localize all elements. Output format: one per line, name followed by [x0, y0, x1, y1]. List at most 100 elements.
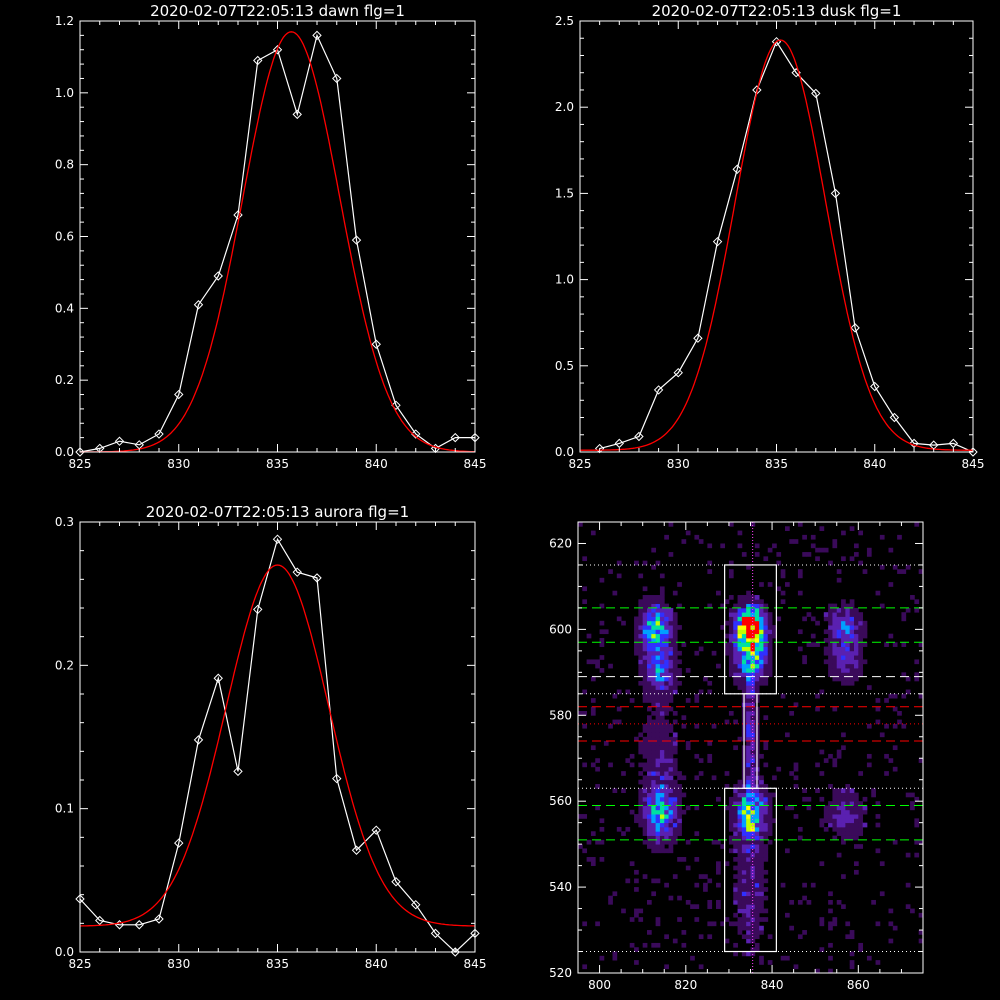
heatmap-cell — [849, 599, 855, 605]
heatmap-cell — [841, 603, 846, 609]
heatmap-cell — [707, 569, 713, 574]
heatmap-cell — [638, 642, 644, 647]
heatmap-cell — [836, 629, 842, 635]
heatmap-cell — [737, 895, 743, 901]
data-point-diamond — [811, 88, 821, 99]
heatmap-cell — [647, 762, 652, 768]
heatmap-cell — [746, 792, 751, 798]
heatmap-cell — [668, 809, 674, 815]
heatmap-cell — [634, 633, 639, 639]
heatmap-cell — [862, 625, 868, 630]
heatmap-cell — [763, 680, 769, 686]
heatmap-cell — [854, 814, 859, 819]
heatmap-cell — [595, 805, 600, 811]
heatmap-cell — [836, 642, 842, 647]
heatmap-cell — [746, 934, 751, 940]
heatmap-cell — [694, 753, 700, 759]
heatmap-cell — [845, 822, 851, 828]
heatmap-cell — [737, 921, 743, 927]
heatmap-cell — [664, 753, 669, 759]
fit-curve — [79, 564, 476, 927]
data-point-diamond — [430, 928, 441, 939]
heatmap-cell — [746, 710, 751, 716]
heatmap-cell — [647, 839, 652, 845]
heatmap-cell — [849, 934, 855, 940]
heatmap-cell — [828, 968, 833, 974]
heatmap-cell — [828, 801, 833, 806]
heatmap-cell — [651, 801, 657, 806]
heatmap-cell — [759, 882, 764, 888]
heatmap-cell — [664, 723, 669, 729]
heatmap-cell — [754, 831, 760, 836]
heatmap-cell — [647, 607, 652, 613]
heatmap-cell — [746, 676, 751, 682]
heatmap-cell — [849, 620, 855, 626]
heatmap-cell — [694, 857, 700, 862]
heatmap-cell — [888, 938, 894, 944]
heatmap-cell — [823, 650, 829, 656]
heatmap-cell — [647, 784, 652, 789]
y-tick-label: 0.3 — [55, 515, 74, 529]
heatmap-cell — [612, 891, 618, 897]
heatmap-cell — [750, 908, 756, 914]
heatmap-cell — [849, 607, 855, 613]
heatmap-cell — [651, 646, 657, 652]
heatmap-cell — [741, 612, 747, 617]
plot-frame — [79, 20, 476, 453]
heatmap-cell — [685, 698, 691, 703]
y-tick-label: 0.0 — [555, 445, 574, 459]
heatmap-cell — [746, 603, 751, 609]
heatmap-cell — [694, 723, 700, 729]
heatmap-cell — [672, 633, 678, 639]
heatmap-cell — [862, 620, 868, 626]
heatmap-cell — [707, 904, 713, 909]
heatmap-cell — [659, 706, 665, 712]
heatmap-cell — [651, 672, 657, 678]
heatmap-cell — [914, 676, 920, 682]
heatmap-cell — [707, 543, 713, 549]
heatmap-cell — [767, 960, 773, 965]
heatmap-cell — [642, 620, 648, 626]
data-point-diamond — [653, 385, 664, 395]
heatmap-cell — [728, 848, 734, 854]
heatmap-cell — [668, 801, 674, 806]
heatmap-cell — [647, 646, 652, 652]
heatmap-cell — [737, 822, 743, 828]
heatmap-cell — [664, 680, 669, 686]
heatmap-cell — [664, 672, 669, 678]
x-tick-label: 825 — [69, 457, 92, 471]
heatmap-cell — [841, 642, 846, 647]
data-point-diamond — [253, 55, 263, 66]
heatmap-cell — [728, 629, 734, 635]
heatmap-cell — [841, 655, 846, 660]
heatmap-cell — [845, 650, 851, 656]
heatmap-cell — [854, 646, 859, 652]
heatmap-cell — [888, 908, 894, 914]
heatmap-cell — [672, 590, 678, 596]
heatmap-cell — [659, 844, 665, 849]
heatmap-cell — [716, 861, 721, 867]
heatmap-cell — [672, 637, 678, 643]
heatmap-cell — [763, 637, 769, 643]
heatmap-cell — [746, 938, 751, 944]
heatmap-cell — [677, 582, 682, 587]
heatmap-cell — [651, 826, 657, 832]
heatmap-cell — [810, 534, 816, 540]
heatmap-cell — [737, 659, 743, 665]
heatmap-cell — [694, 775, 700, 781]
heatmap-cell — [854, 835, 859, 841]
heatmap-cell — [737, 792, 743, 798]
heatmap-cell — [849, 625, 855, 630]
heatmap-cell — [754, 934, 760, 940]
heatmap-cell — [849, 801, 855, 806]
heatmap-cell — [754, 603, 760, 609]
heatmap-cell — [586, 633, 592, 639]
heatmap-cell — [767, 646, 773, 652]
heatmap-cell — [724, 917, 730, 922]
heatmap-cell — [651, 564, 657, 570]
heatmap-cell — [918, 693, 924, 699]
heatmap-cell — [664, 818, 669, 824]
x-tick-label: 845 — [464, 457, 487, 471]
heatmap-cell — [737, 865, 743, 871]
heatmap-cell — [746, 930, 751, 935]
